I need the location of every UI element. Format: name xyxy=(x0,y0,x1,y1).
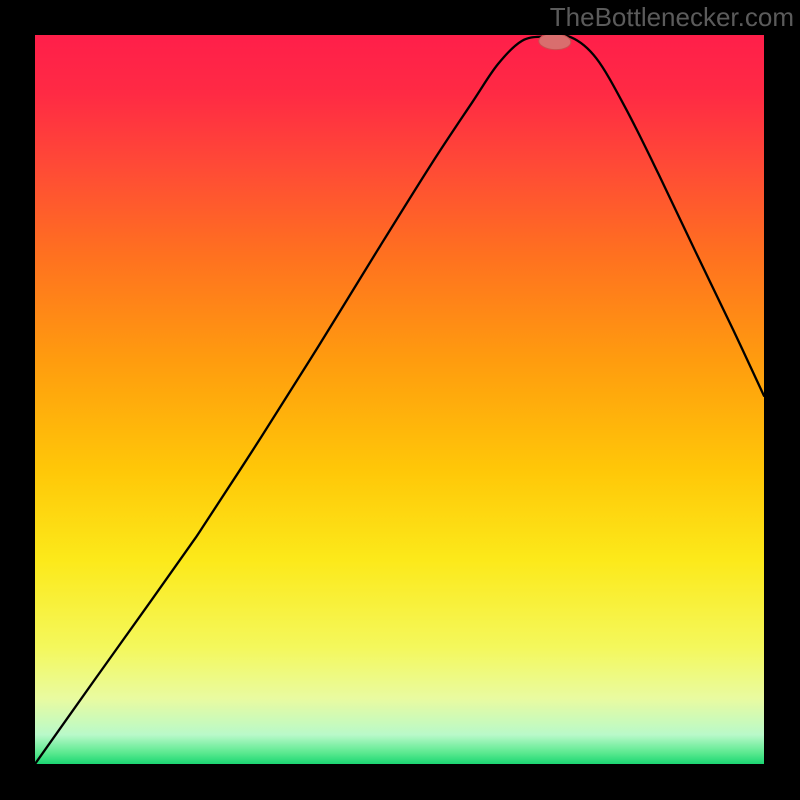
curve-layer xyxy=(35,35,764,764)
optimum-marker xyxy=(538,35,571,50)
bottleneck-curve xyxy=(35,35,764,764)
watermark-text: TheBottlenecker.com xyxy=(550,2,794,33)
plot-area xyxy=(35,35,764,764)
figure-stage: TheBottlenecker.com xyxy=(0,0,800,800)
